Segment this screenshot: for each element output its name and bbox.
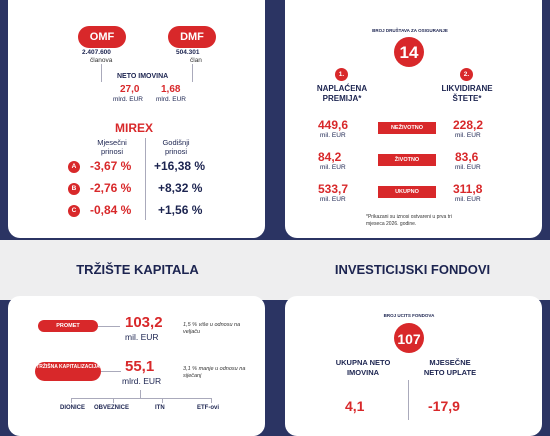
col-monthly-header: Mjesečni prinosi	[97, 138, 127, 156]
premium-total-unit: mil. EUR	[320, 196, 346, 203]
investment-funds-title: INVESTICIJSKI FONDOVI	[334, 262, 491, 277]
funds-count: 107	[397, 331, 421, 347]
dmf-members-unit: član	[190, 57, 202, 64]
mirex-column-divider	[145, 138, 146, 220]
sub-stocks: DIONICE	[60, 405, 86, 411]
claims-number: 2.	[460, 68, 473, 81]
omf-net-value: 27,0	[120, 84, 140, 95]
fund-letter-a: A	[68, 161, 80, 173]
market-cap-value: 55,1	[125, 358, 155, 375]
omf-connector	[101, 64, 102, 82]
turnover-connector	[98, 326, 120, 327]
premium-title: NAPLAĆENA PREMIJA*	[316, 84, 368, 103]
mirex-title: MIREX	[115, 121, 154, 135]
funds-column-divider	[408, 380, 409, 420]
net-assets-title: UKUPNA NETO IMOVINA	[335, 358, 391, 377]
row-label-life: ŽIVOTNO	[378, 154, 436, 166]
dmf-net-unit: mlrd. EUR	[156, 96, 186, 103]
turnover-pill: PROMET	[38, 320, 98, 332]
omf-members: 2.407.600	[82, 49, 111, 56]
dmf-connector	[192, 64, 193, 82]
yearly-b: +8,32 %	[158, 181, 203, 195]
fund-letter-b: B	[68, 183, 80, 195]
tree-stub-2	[113, 398, 114, 403]
net-inflows-value: -17,9	[428, 398, 460, 414]
funds-count-label: BROJ UCITS FONDOVA	[383, 313, 435, 318]
market-cap-pill: TRŽIŠNA KAPITALIZACIJA	[35, 362, 101, 381]
premium-nonlife: 449,6	[318, 118, 349, 132]
premium-nonlife-unit: mil. EUR	[320, 132, 346, 139]
net-assets-label: NETO IMOVINA	[117, 73, 169, 80]
investment-funds-card	[285, 296, 542, 436]
pension-card	[8, 0, 265, 238]
dmf-members: 504.301	[176, 49, 200, 56]
claims-nonlife: 228,2	[453, 118, 484, 132]
turnover-value: 103,2	[125, 314, 163, 331]
claims-title: LIKVIDIRANE ŠTETE*	[441, 84, 493, 103]
tree-stub-3	[162, 398, 163, 403]
insurance-count-label: BROJ DRUŠTAVA ZA OSIGURANJE	[372, 28, 448, 33]
row-label-total: UKUPNO	[378, 186, 436, 198]
fund-letter-c: C	[68, 205, 80, 217]
claims-total: 311,8	[453, 182, 483, 196]
section-divider-band	[0, 240, 550, 300]
market-cap-connector	[101, 371, 121, 372]
insurance-count-badge	[394, 37, 424, 67]
yearly-a: +16,38 %	[154, 159, 206, 173]
tree-stub-1	[71, 398, 72, 403]
market-cap-note: 3,1 % manje u odnosu na siječanj	[183, 366, 246, 379]
omf-members-unit: članova	[90, 57, 113, 64]
premium-number: 1.	[335, 68, 348, 81]
premium-total: 533,7	[318, 182, 349, 196]
sub-itn: ITN	[155, 405, 165, 411]
sub-bonds: OBVEZNICE	[94, 405, 130, 411]
turnover-note: 1,5 % više u odnosu na veljaču	[183, 322, 241, 335]
market-cap-tree-branch	[71, 398, 211, 399]
monthly-c: -0,84 %	[90, 203, 132, 217]
turnover-unit: mil. EUR	[125, 332, 159, 342]
funds-count-badge	[394, 323, 424, 353]
dmf-badge: DMF	[168, 26, 216, 48]
omf-net-unit: mlrd. EUR	[113, 96, 143, 103]
claims-total-unit: mil. EUR	[455, 196, 481, 203]
sub-etf: ETF-ovi	[197, 405, 219, 411]
monthly-b: -2,76 %	[90, 181, 132, 195]
premium-life-unit: mil. EUR	[320, 164, 346, 171]
net-assets-value: 4,1	[345, 398, 365, 414]
net-inflows-title: MJESEČNE NETO UPLATE	[423, 358, 477, 377]
tree-stub-4	[211, 398, 212, 403]
dmf-net-value: 1,68	[161, 84, 181, 95]
row-label-nonlife: NEŽIVOTNO	[378, 122, 436, 134]
yearly-c: +1,56 %	[158, 203, 203, 217]
col-yearly-header: Godišnji prinosi	[162, 138, 190, 156]
insurance-footnote: *Prikazani su iznosi ostvareni u prva tr…	[366, 214, 452, 227]
claims-life: 83,6	[455, 150, 479, 164]
claims-life-unit: mil. EUR	[455, 164, 481, 171]
claims-nonlife-unit: mil. EUR	[455, 132, 481, 139]
market-cap-tree-trunk	[140, 390, 141, 398]
omf-badge: OMF	[78, 26, 126, 48]
market-cap-unit: mlrd. EUR	[122, 376, 162, 386]
capital-market-title: TRŽIŠTE KAPITALA	[76, 262, 199, 277]
monthly-a: -3,67 %	[90, 159, 132, 173]
premium-life: 84,2	[318, 150, 342, 164]
insurance-count: 14	[399, 43, 419, 62]
